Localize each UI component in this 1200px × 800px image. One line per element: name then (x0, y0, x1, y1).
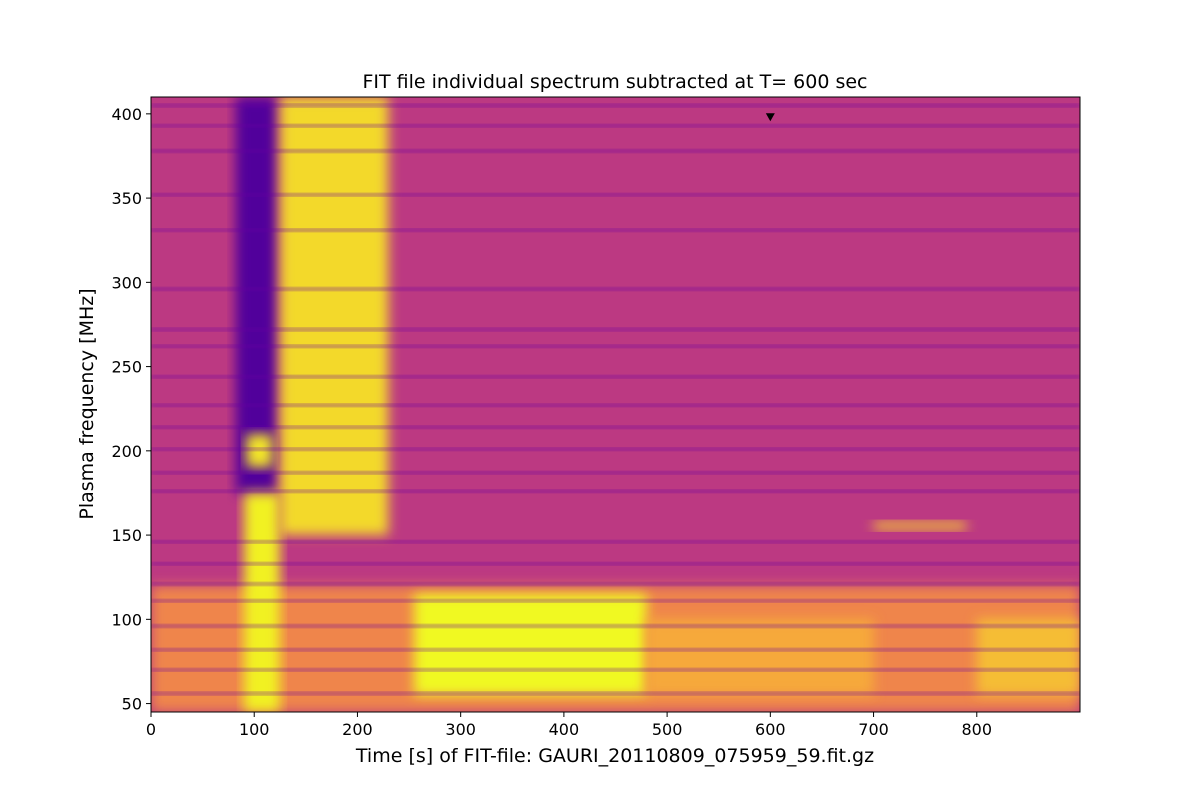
y-tick-label: 100 (111, 610, 142, 629)
interference-band (151, 668, 1080, 672)
y-tick-label: 150 (111, 526, 142, 545)
time-marker (765, 113, 775, 122)
interference-band (151, 489, 1080, 493)
y-axis-ticks: 50 100 150 200 250 300 350 400 (111, 105, 151, 714)
plot-frame (150, 96, 1081, 713)
y-tick-label: 50 (122, 695, 142, 714)
x-tick-label: 500 (652, 720, 683, 739)
y-tick-label: 350 (111, 189, 142, 208)
interference-band (151, 691, 1080, 695)
interference-band (151, 582, 1080, 586)
interference-band (151, 471, 1080, 475)
x-tick-label: 200 (342, 720, 373, 739)
x-tick-label: 700 (858, 720, 889, 739)
interference-band (151, 648, 1080, 652)
interference-band (151, 562, 1080, 566)
emission-region (245, 433, 273, 468)
interference-band (151, 287, 1080, 291)
x-tick-label: 100 (239, 720, 270, 739)
interference-band (151, 124, 1080, 128)
x-tick-label: 0 (146, 720, 156, 739)
emission-region (873, 521, 967, 531)
interference-band (151, 103, 1080, 107)
spectrogram-plot-area (151, 97, 1080, 712)
x-tick-label: 400 (549, 720, 580, 739)
interference-band (151, 599, 1080, 603)
marker-triangle (765, 113, 775, 122)
interference-band (151, 344, 1080, 348)
interference-band (151, 149, 1080, 153)
interference-band (151, 375, 1080, 379)
interference-band (151, 228, 1080, 232)
interference-band (151, 403, 1080, 407)
interference-band (151, 624, 1080, 628)
y-tick-label: 250 (111, 358, 142, 377)
y-tick-label: 200 (111, 442, 142, 461)
x-tick-label: 600 (755, 720, 786, 739)
x-axis-label: Time [s] of FIT-file: GAURI_20110809_075… (355, 745, 874, 767)
emission-region (280, 97, 389, 536)
emission-region (976, 619, 1080, 696)
emission-region (235, 97, 277, 493)
interference-band (151, 425, 1080, 429)
emission-region (414, 594, 647, 696)
interference-band (151, 193, 1080, 197)
chart-title: FIT file individual spectrum subtracted … (363, 71, 868, 93)
interference-band (151, 447, 1080, 451)
y-tick-label: 300 (111, 273, 142, 292)
interference-bands (151, 103, 1080, 695)
interference-band (151, 328, 1080, 332)
emission-region (243, 492, 281, 712)
x-axis-ticks: 0 100 200 300 400 500 600 700 800 (146, 712, 992, 739)
y-tick-label: 400 (111, 105, 142, 124)
interference-band (151, 540, 1080, 544)
emission-region (646, 619, 874, 696)
x-tick-label: 300 (445, 720, 476, 739)
y-axis-label: Plasma frequency [MHz] (76, 288, 98, 519)
x-tick-label: 800 (962, 720, 993, 739)
